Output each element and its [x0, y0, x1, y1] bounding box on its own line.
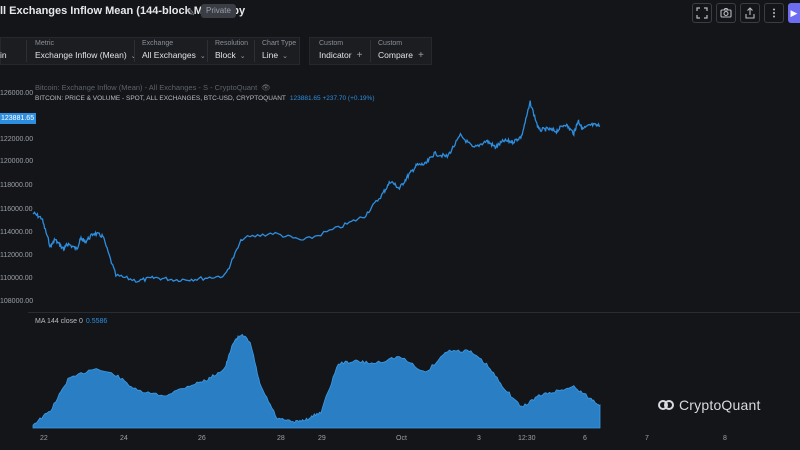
more-button[interactable]	[764, 3, 784, 23]
watermark-text: CryptoQuant	[679, 397, 761, 413]
y-tick-label: 118000.00	[0, 182, 33, 189]
plus-icon: +	[417, 50, 424, 61]
price-value: 123881.65 +237.70 (+0.19%)	[290, 95, 375, 102]
metric-select[interactable]: Exchange Inflow (Mean) ⌄	[35, 50, 137, 60]
current-price-tag: 123881.65	[0, 113, 37, 124]
charttype-select[interactable]: Line ⌄	[262, 50, 288, 60]
exchange-label: Exchange	[142, 40, 174, 47]
x-tick-label: 6	[583, 435, 587, 442]
y-tick-label: 126000.00	[0, 90, 34, 97]
chevron-down-icon: ⌄	[131, 52, 137, 60]
custom-compare-label: Custom	[378, 40, 403, 47]
camera-icon	[720, 7, 732, 18]
x-tick-label: 3	[477, 435, 481, 442]
toolbar-divider	[26, 40, 27, 62]
chevron-down-icon: ⌄	[239, 53, 246, 60]
plus-icon: +	[356, 50, 363, 61]
chevron-down-icon: ⌄	[282, 53, 288, 60]
y-tick-label: 116000.00	[0, 206, 33, 213]
charttype-label: Chart Type	[262, 40, 297, 47]
exchange-select[interactable]: All Exchanges ⌄	[142, 50, 206, 60]
save-button[interactable]: ▶	[788, 3, 800, 23]
x-tick-label: 22	[40, 435, 48, 442]
cryptoquant-watermark: CryptoQuant	[657, 397, 761, 413]
x-tick-label: 12:30	[518, 435, 536, 442]
y-tick-label: 114000.00	[0, 229, 33, 236]
fullscreen-button[interactable]	[692, 3, 712, 23]
x-tick-label: 8	[723, 435, 727, 442]
resolution-value: Block	[215, 50, 236, 60]
x-tick-label: 28	[277, 435, 285, 442]
x-tick-label: 24	[120, 435, 128, 442]
y-tick-label: 112000.00	[0, 252, 33, 259]
title-bar: ll Exchanges Inflow Mean (144-block MA) …	[0, 0, 800, 28]
y-tick-label: 122000.00	[0, 136, 34, 143]
ma-label: MA 144 close 0	[35, 318, 83, 325]
indicator-value: Indicator	[319, 50, 352, 60]
toolbar-divider	[207, 40, 208, 62]
metric-label: Metric	[35, 40, 55, 47]
custom-indicator-label: Custom	[319, 40, 344, 47]
private-badge: Private	[201, 4, 236, 18]
toolbar-divider	[254, 40, 255, 62]
toolbar-divider	[370, 40, 371, 62]
y-tick-label: 108000.00	[0, 298, 34, 305]
more-vertical-icon	[773, 8, 775, 18]
price-change: +237.70 (+0.19%)	[322, 95, 375, 102]
share-icon	[745, 7, 755, 19]
exchange-value: All Exchanges	[142, 50, 196, 60]
asset-select[interactable]: in	[0, 50, 7, 60]
toolbar-divider	[134, 40, 135, 62]
chevron-down-icon: ⌄	[199, 53, 206, 60]
add-indicator-button[interactable]: Indicator +	[319, 50, 362, 61]
camera-button[interactable]	[716, 3, 736, 23]
resolution-label: Resolution	[215, 40, 249, 47]
price-legend: BITCOIN: PRICE & VOLUME - SPOT, ALL EXCH…	[35, 95, 375, 102]
share-button[interactable]	[740, 3, 760, 23]
price-current: 123881.65	[289, 95, 321, 102]
series-legend: Bitcoin: Exchange Inflow (Mean) - All Ex…	[35, 83, 271, 92]
pencil-icon[interactable]: ✎	[186, 7, 196, 19]
x-tick-label: 26	[198, 435, 206, 442]
ma-series-area	[32, 333, 601, 429]
compare-value: Compare	[378, 50, 413, 60]
x-tick-label: 7	[645, 435, 649, 442]
eye-icon[interactable]: 👁	[261, 83, 271, 92]
fullscreen-icon	[696, 7, 708, 19]
chart-title: ll Exchanges Inflow Mean (144-block MA) …	[0, 5, 246, 17]
resolution-select[interactable]: Block ⌄	[215, 50, 246, 60]
y-tick-label: 120000.00	[0, 158, 34, 165]
top-actions: ▶	[692, 3, 800, 25]
series-title: Bitcoin: Exchange Inflow (Mean) - All Ex…	[35, 83, 258, 92]
price-line-label: BITCOIN: PRICE & VOLUME - SPOT, ALL EXCH…	[35, 95, 286, 102]
charttype-value: Line	[262, 50, 279, 60]
metric-value: Exchange Inflow (Mean)	[35, 50, 127, 60]
x-tick-label: Oct	[396, 435, 407, 442]
y-tick-label: 110000.00	[0, 275, 33, 282]
metric-toolbar	[0, 37, 300, 65]
add-compare-button[interactable]: Compare +	[378, 50, 424, 61]
ma-value: 0.5586	[85, 318, 108, 325]
x-tick-label: 29	[318, 435, 326, 442]
price-series-line	[32, 100, 601, 283]
cryptoquant-logo-icon	[658, 400, 674, 410]
ma-legend: MA 144 close 0 0.5586	[35, 318, 107, 325]
pane-divider	[28, 312, 800, 313]
